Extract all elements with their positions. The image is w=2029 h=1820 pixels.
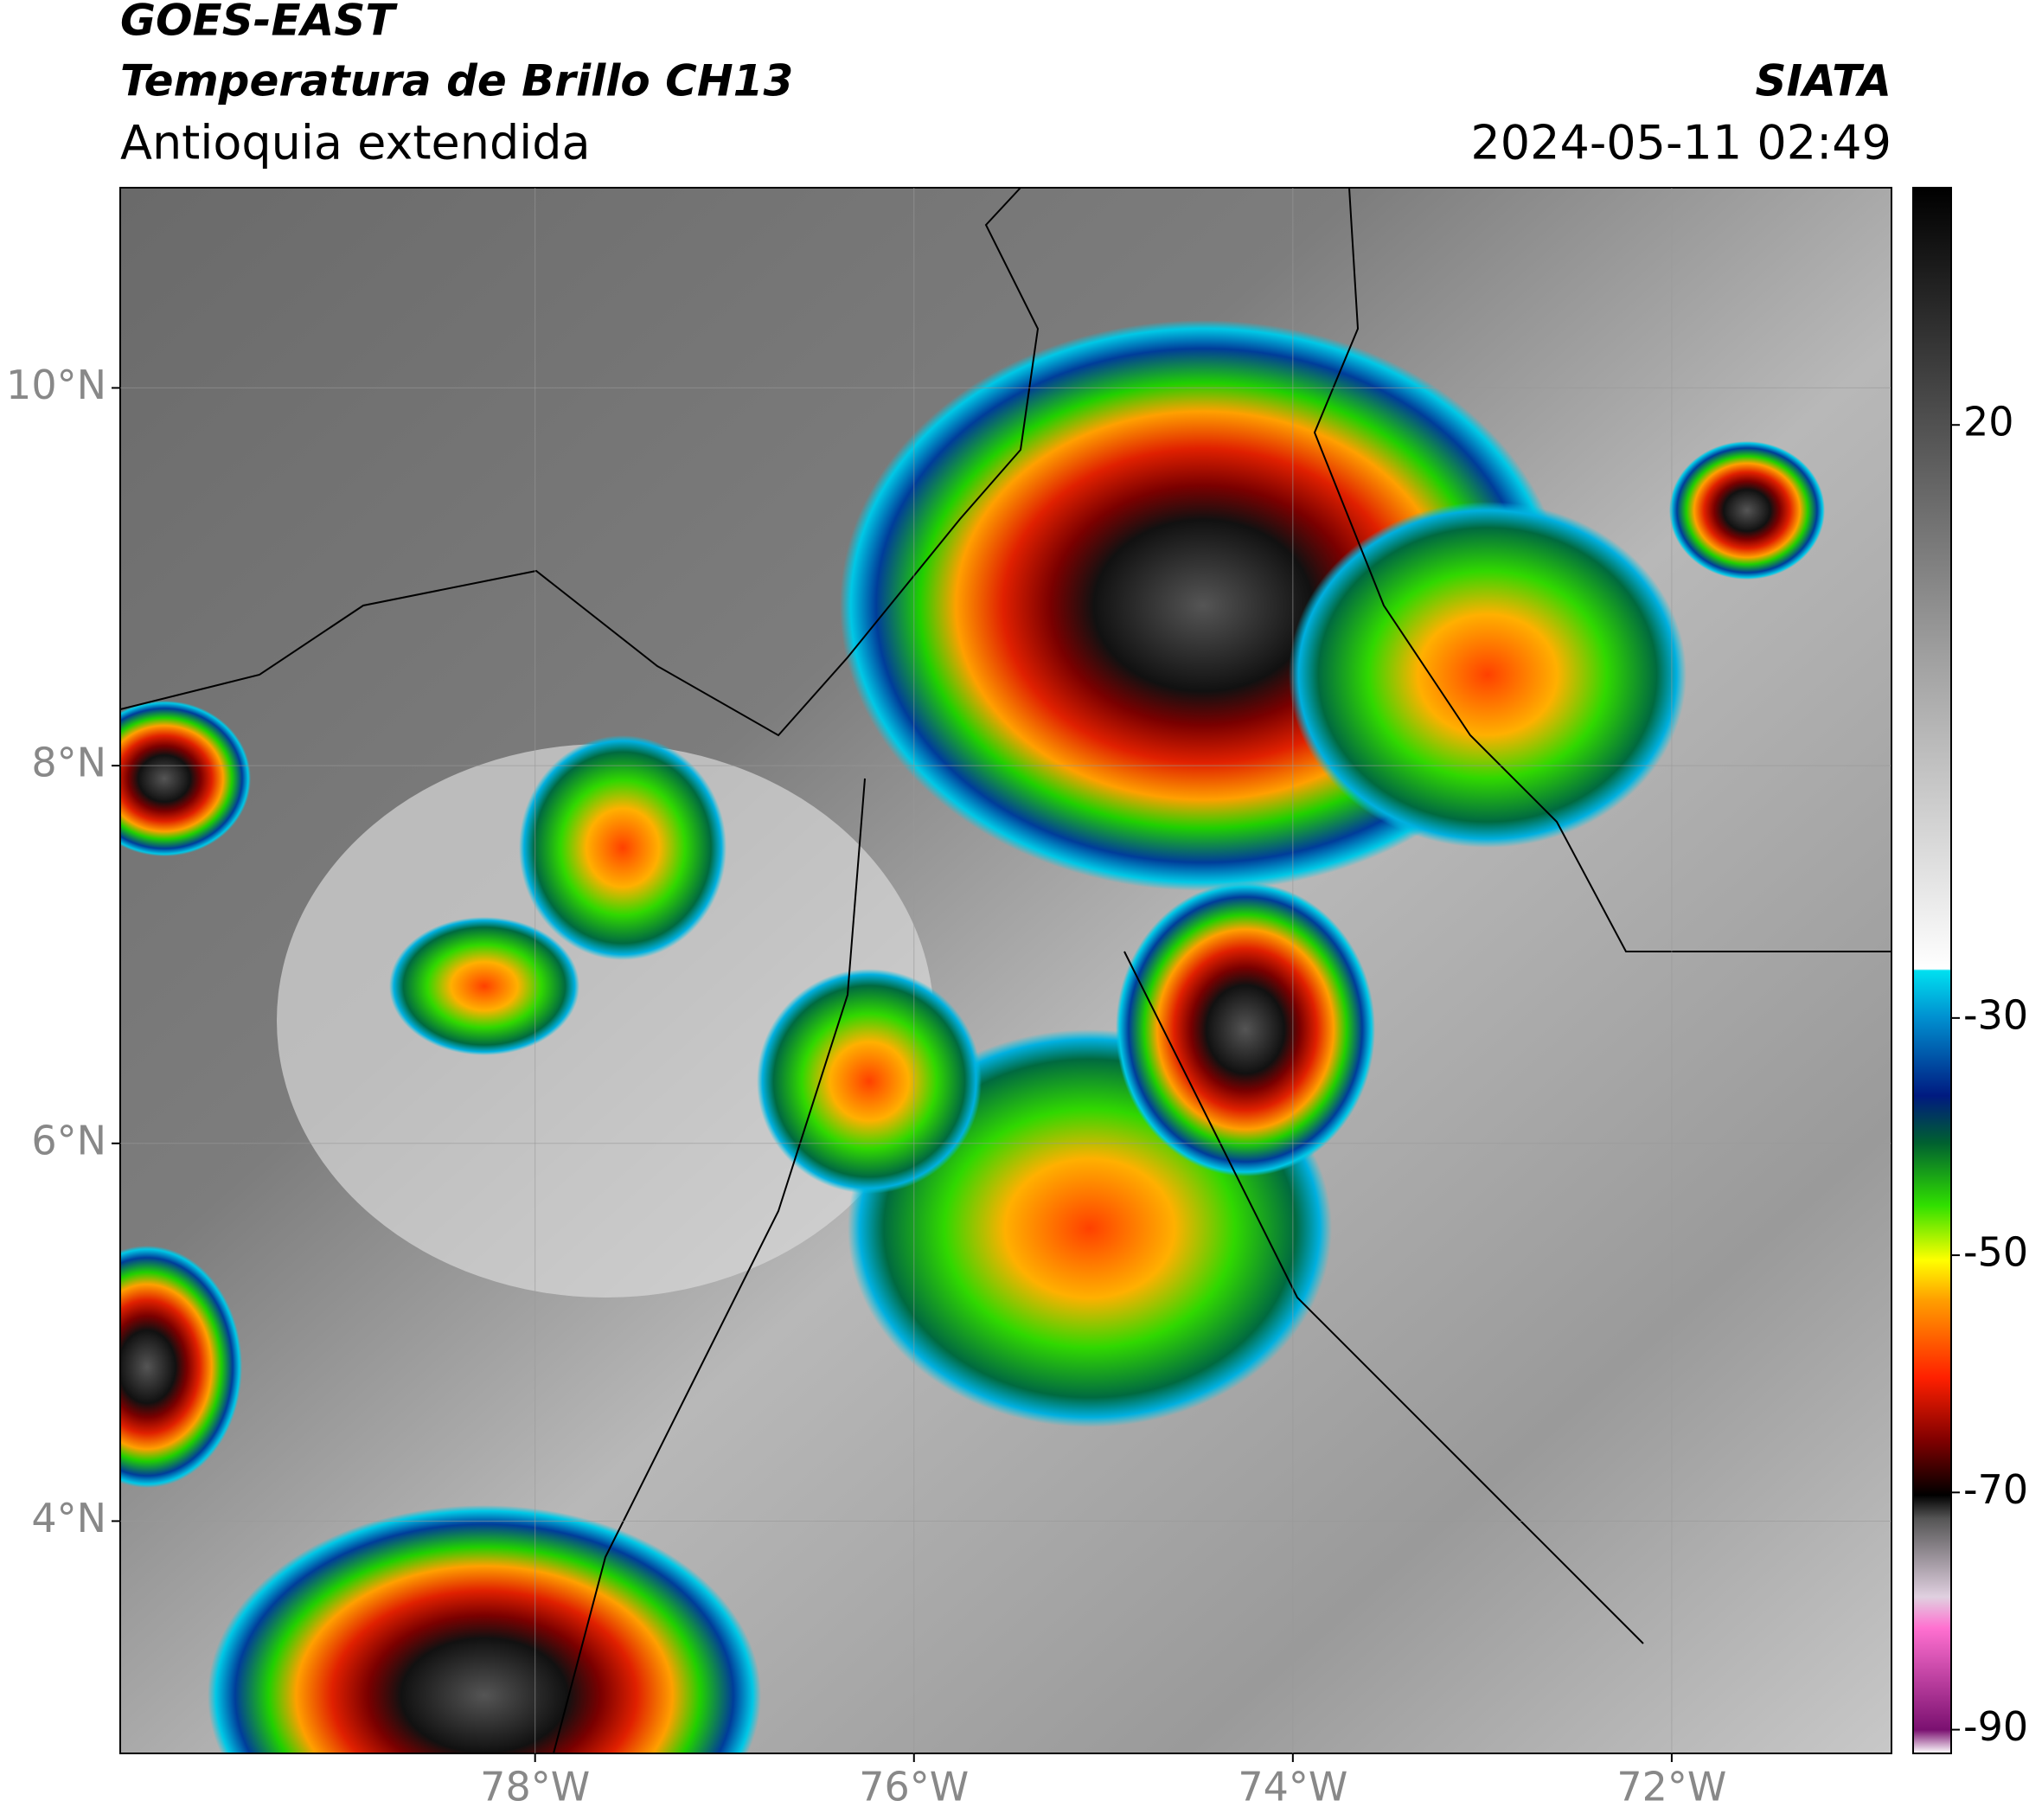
datetime: 2024-05-11 02:49 xyxy=(1470,116,1891,170)
colorbar-tick-label: -90 xyxy=(1963,1703,2028,1750)
storm xyxy=(1669,441,1825,580)
x-tick-label: 78°W xyxy=(480,1764,590,1810)
colorbar-tick-label: -50 xyxy=(1963,1229,2028,1276)
x-tick-label: 74°W xyxy=(1238,1764,1347,1810)
storm xyxy=(757,969,982,1194)
storm xyxy=(120,701,251,856)
subtitle: Temperatura de Brillo CH13 xyxy=(120,56,793,106)
source: SIATA xyxy=(1756,56,1891,106)
y-tick-label: 10°N xyxy=(6,362,106,408)
colorbar xyxy=(1912,187,1952,1754)
cloud xyxy=(277,744,934,1298)
borders xyxy=(120,188,1891,1753)
storm xyxy=(120,1246,242,1488)
storm xyxy=(1289,502,1687,848)
colorbar-tick-label: -70 xyxy=(1963,1466,2028,1513)
storm xyxy=(519,735,726,960)
storm xyxy=(389,917,579,1055)
x-tick-label: 72°W xyxy=(1616,1764,1726,1810)
colorbar-tick-label: -30 xyxy=(1963,991,2028,1038)
y-tick-label: 8°N xyxy=(31,740,106,786)
title: GOES-EAST xyxy=(120,0,398,46)
y-tick-label: 4°N xyxy=(31,1495,106,1541)
map-frame xyxy=(119,187,1892,1754)
colorbar-tick-label: 20 xyxy=(1963,399,2014,445)
x-tick-label: 76°W xyxy=(859,1764,969,1810)
storm xyxy=(1116,882,1375,1176)
storm xyxy=(208,1505,761,1753)
region: Antioquia extendida xyxy=(120,116,591,170)
map xyxy=(120,188,1891,1753)
y-tick-label: 6°N xyxy=(31,1117,106,1163)
